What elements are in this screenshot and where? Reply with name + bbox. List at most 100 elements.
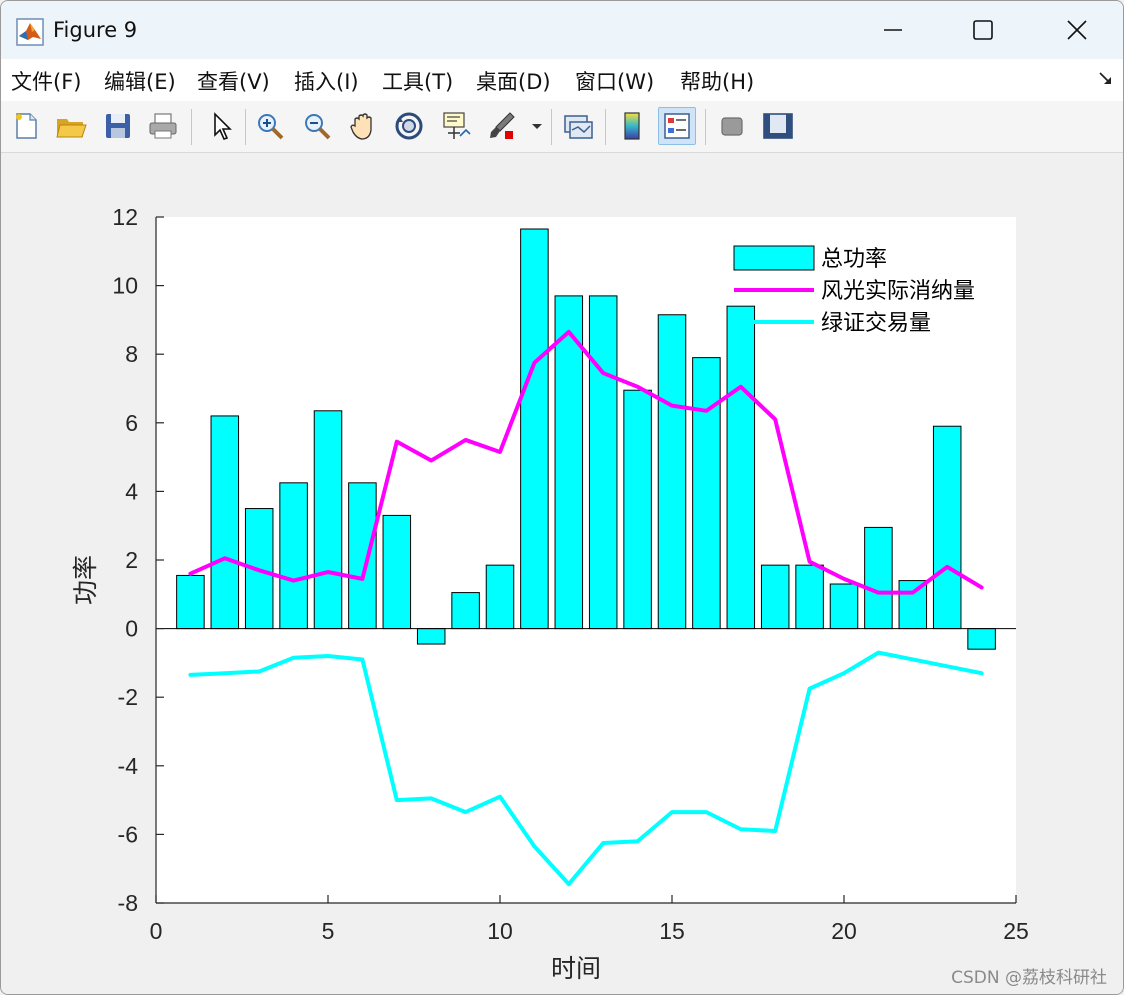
rotate-3d-button[interactable] <box>390 107 428 145</box>
legend-entry-label: 绿证交易量 <box>821 311 931 336</box>
toolbar-separator <box>245 109 246 145</box>
bar <box>760 564 790 630</box>
menu-tools[interactable]: 工具(T) <box>382 70 454 94</box>
bar <box>623 389 652 630</box>
brush-dropdown-button[interactable] <box>529 107 545 145</box>
y-axis-label: 功率 <box>71 555 100 605</box>
y-tick-label: -6 <box>118 821 138 847</box>
menu-desktop[interactable]: 桌面(D) <box>476 70 551 94</box>
y-tick-label: 8 <box>125 341 138 367</box>
new-figure-icon <box>16 113 37 139</box>
chevron-down-icon <box>532 124 542 129</box>
bar <box>348 482 377 630</box>
link-plot-icon <box>564 115 593 139</box>
x-tick-label: 10 <box>487 918 513 944</box>
bar <box>313 410 343 630</box>
bar <box>829 583 859 630</box>
legend-swatch-bar <box>733 245 815 271</box>
menu-bar: 文件(F) 编辑(E) 查看(V) 插入(I) 工具(T) 桌面(D) 窗口(W… <box>1 59 1123 101</box>
window-title: Figure 9 <box>53 18 138 42</box>
show-plot-tools-button[interactable] <box>759 107 797 145</box>
bar <box>520 228 549 630</box>
menu-file[interactable]: 文件(F) <box>11 70 82 94</box>
maximize-icon <box>973 20 993 40</box>
pan-hand-icon <box>350 113 372 140</box>
minimize-button[interactable] <box>847 1 939 59</box>
y-tick-label: 2 <box>125 547 138 573</box>
open-file-icon <box>56 119 87 138</box>
open-file-button[interactable] <box>52 107 90 145</box>
bar <box>382 514 412 630</box>
print-button[interactable] <box>144 107 182 145</box>
hide-plot-tools-icon <box>721 117 743 136</box>
zoom-out-button[interactable] <box>298 107 336 145</box>
link-plot-button[interactable] <box>559 107 597 145</box>
bar <box>657 314 687 630</box>
x-tick-label: 0 <box>150 918 163 944</box>
x-tick-label: 25 <box>1003 918 1029 944</box>
y-tick-label: 4 <box>125 478 138 504</box>
bar <box>554 295 584 630</box>
toolbar-separator <box>551 109 552 145</box>
matlab-logo-icon[interactable] <box>16 18 44 46</box>
toolbar-separator <box>605 109 606 145</box>
select-arrow-icon <box>214 112 232 140</box>
y-tick-label: 12 <box>112 204 138 230</box>
edit-plot-button[interactable] <box>201 107 239 145</box>
print-icon <box>149 113 177 139</box>
y-tick-label: 0 <box>125 616 138 642</box>
new-figure-button[interactable] <box>7 107 45 145</box>
menu-insert[interactable]: 插入(I) <box>294 70 359 94</box>
bar <box>726 305 756 630</box>
hide-plot-tools-button[interactable] <box>713 107 751 145</box>
bar <box>176 574 205 630</box>
minimize-icon <box>884 29 902 31</box>
close-icon <box>1067 20 1087 40</box>
menu-help[interactable]: 帮助(H) <box>680 70 755 94</box>
bar <box>416 628 446 645</box>
bar <box>795 564 824 630</box>
bar <box>485 564 515 630</box>
x-tick-label: 20 <box>831 918 857 944</box>
y-tick-label: -2 <box>118 684 138 710</box>
figure-canvas: 0 5 10 15 20 25 -8 -6 -4 -2 0 2 4 6 8 10 12 总功率 风光实际消纳量 绿证… <box>1 153 1123 994</box>
legend-entry-label: 总功率 <box>821 247 887 272</box>
menu-window[interactable]: 窗口(W) <box>575 70 655 94</box>
colorbar-icon <box>624 112 640 140</box>
zoom-in-icon <box>258 114 284 140</box>
menu-edit[interactable]: 编辑(E) <box>104 70 176 94</box>
x-axis-label: 时间 <box>551 954 601 983</box>
save-icon <box>106 114 130 138</box>
legend-icon <box>664 113 690 139</box>
title-bar: Figure 9 <box>1 1 1123 59</box>
y-tick-label: -4 <box>118 753 139 779</box>
toolbar-separator <box>705 109 706 145</box>
menu-view[interactable]: 查看(V) <box>197 70 270 94</box>
y-tick-label: -8 <box>118 890 138 916</box>
data-cursor-button[interactable] <box>437 107 475 145</box>
save-button[interactable] <box>99 107 137 145</box>
data-cursor-icon <box>443 112 471 139</box>
bar <box>932 425 962 630</box>
bar <box>588 295 618 630</box>
bar <box>692 357 721 630</box>
maximize-button[interactable] <box>937 1 1029 59</box>
zoom-in-button[interactable] <box>251 107 289 145</box>
insert-colorbar-button[interactable] <box>613 107 651 145</box>
bar <box>451 592 480 630</box>
y-tick-label: 6 <box>125 410 138 436</box>
series-line-green-cert <box>188 650 984 887</box>
close-button[interactable] <box>1031 1 1123 59</box>
chart: 0 5 10 15 20 25 -8 -6 -4 -2 0 2 4 6 8 10 12 总功率风光实际消纳量绿证… <box>71 204 1029 983</box>
x-tick-label: 15 <box>659 918 685 944</box>
brush-icon <box>490 112 515 139</box>
zoom-out-icon <box>305 114 331 140</box>
series-line-curtailment <box>188 329 984 595</box>
insert-legend-button[interactable] <box>658 107 696 145</box>
dock-arrow-icon[interactable] <box>1097 70 1115 88</box>
pan-button[interactable] <box>344 107 382 145</box>
y-tick-label: 10 <box>112 273 138 299</box>
brush-button[interactable] <box>483 107 521 145</box>
toolbar-separator <box>191 109 192 145</box>
